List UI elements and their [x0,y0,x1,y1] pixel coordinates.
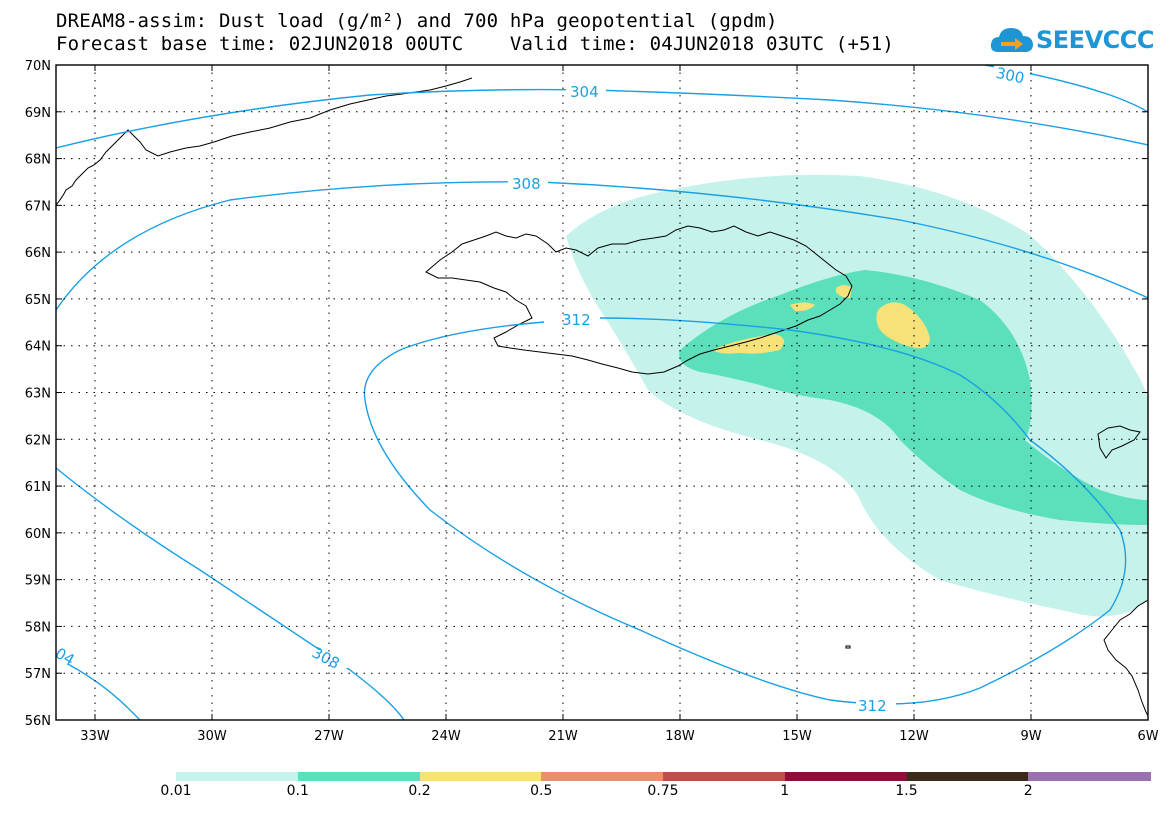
lon-label: 18W [665,729,695,744]
lat-label: 59N [25,574,51,589]
lon-label: 21W [548,729,578,744]
map-axes: 70N 69N 68N 67N 66N 65N 64N 63N 62N 61N 60N 59N 58N 5… [25,59,1159,744]
lat-label: 57N [25,667,51,682]
lat-label: 67N [25,199,51,214]
lon-label: 24W [431,729,461,744]
lat-label: 70N [25,59,51,74]
lat-label: 68N [25,153,51,168]
contour-label: 308 [512,175,541,193]
lon-label: 30W [197,729,227,744]
iceland-coast [425,225,853,375]
coastline [56,77,1148,717]
colorbar-label: 1 [780,783,790,799]
colorbar-label: 1.5 [895,783,918,799]
lat-label: 65N [25,293,51,308]
title-line-1: DREAM8-assim: Dust load (g/m²) and 700 h… [56,10,778,32]
colorbar-segment [297,772,420,781]
colorbar-label: 0.5 [530,783,553,799]
lat-label: 62N [25,433,51,448]
lat-label: 60N [25,527,51,542]
faroe-islands [1097,425,1141,459]
colorbar-segment [541,772,664,781]
seevccc-logo: SEEVCCC [988,22,1155,60]
lat-label: 69N [25,106,51,121]
dust-region-high [790,302,815,312]
dust-region-mid [679,270,1148,525]
colorbar-label: 0.75 [647,783,679,799]
scotland-coast [1103,599,1148,717]
colorbar-label: 0.01 [160,783,192,799]
contour-308-north [56,181,1148,311]
lon-label: 15W [782,729,812,744]
lon-label: 33W [80,729,110,744]
colorbar-label: 0.2 [408,783,431,799]
lat-label: 58N [25,620,51,635]
dust-region-high [712,334,784,354]
lat-label: 66N [25,246,51,261]
contour-label: 304 [570,83,599,101]
dust-region-high [876,302,930,349]
lon-label: 12W [899,729,929,744]
colorbar-label: 0.1 [286,783,309,799]
colorbar-segment [176,772,299,781]
lat-label: 64N [25,340,51,355]
contour-label: 312 [858,697,887,715]
lat-label: 61N [25,480,51,495]
geopotential-contours [56,65,1148,720]
colorbar-segment [663,772,786,781]
lat-label: 56N [25,714,51,729]
lon-label: 6W [1137,729,1158,744]
contour-304-south [59,659,141,720]
contour-label: 312 [562,311,591,329]
contour-label: 300 [994,64,1026,88]
lon-label: 9W [1020,729,1041,744]
greenland-coast [56,77,473,206]
colorbar-segment [419,772,542,781]
lat-label: 63N [25,387,51,402]
colorbar-segment [906,772,1029,781]
title-line-2: Forecast base time: 02JUN2018 00UTC Vali… [56,33,895,55]
colorbar-segment [1028,772,1151,781]
contour-label: 308 [309,643,343,672]
contour-308-south [56,467,405,720]
colorbar-label: 2 [1023,783,1033,799]
lon-label: 27W [314,729,344,744]
logo-text: SEEVCCC [1036,26,1155,54]
rockall-islet [845,645,851,649]
contour-312 [363,317,1127,705]
colorbar-segment [784,772,907,781]
cloud-arrow-icon [990,28,1033,52]
